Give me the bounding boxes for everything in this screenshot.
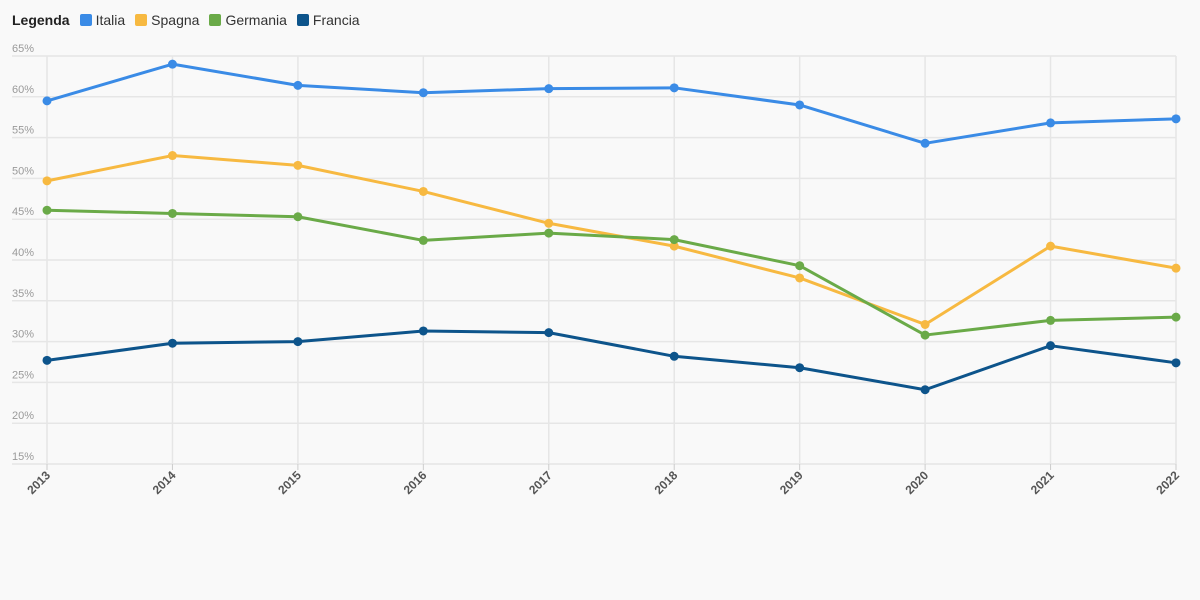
data-point-italia[interactable] (293, 80, 303, 90)
data-point-italia[interactable] (42, 96, 52, 106)
legend-swatch-spagna (135, 14, 148, 26)
data-point-francia[interactable] (167, 338, 177, 348)
data-point-italia[interactable] (669, 83, 679, 93)
data-point-francia[interactable] (669, 351, 679, 361)
x-axis: 2013 2014 2015 2016 2017 2018 2019 2020 2021 2022 (24, 464, 1182, 497)
data-point-germania[interactable] (418, 235, 428, 245)
data-point-spagna[interactable] (795, 273, 805, 283)
data-point-francia[interactable] (1171, 358, 1181, 368)
data-point-spagna[interactable] (418, 186, 428, 196)
series-francia (42, 326, 1181, 395)
y-tick-label: 60% (12, 84, 34, 96)
y-tick-label: 30% (12, 329, 34, 341)
y-axis: 15% 20% 25% 30% 35% 40% 45% 50% 55% 60% 65% (12, 43, 34, 463)
y-tick-label: 55% (12, 125, 34, 137)
legend-label-italia: Italia (95, 12, 126, 28)
y-tick-label: 25% (12, 369, 34, 381)
data-point-spagna[interactable] (1171, 263, 1181, 273)
series-line-spagna (45, 154, 1178, 326)
x-tick-label: 2019 (777, 468, 806, 497)
legend: Legenda Italia Spagna Germania Francia (12, 12, 362, 28)
x-tick-label: 2017 (526, 468, 555, 497)
grid (12, 55, 1177, 465)
legend-item-spagna[interactable]: Spagna (135, 12, 199, 28)
x-tick-label: 2022 (1153, 468, 1182, 497)
data-point-germania[interactable] (1046, 315, 1056, 325)
series-italia (42, 59, 1181, 148)
data-point-italia[interactable] (1171, 114, 1181, 124)
legend-swatch-germania (209, 14, 222, 26)
legend-swatch-italia (79, 14, 92, 26)
x-tick-label: 2021 (1028, 468, 1057, 497)
data-point-francia[interactable] (418, 326, 428, 336)
y-tick-label: 40% (12, 247, 34, 259)
data-point-francia[interactable] (1046, 341, 1056, 351)
x-tick-label: 2015 (275, 468, 304, 497)
legend-item-francia[interactable]: Francia (296, 12, 360, 28)
legend-label-francia: Francia (312, 12, 360, 28)
data-point-francia[interactable] (795, 363, 805, 373)
data-point-italia[interactable] (167, 59, 177, 69)
x-tick-label: 2016 (401, 468, 430, 497)
legend-swatch-francia (296, 14, 309, 26)
y-tick-label: 35% (12, 288, 34, 300)
data-point-italia[interactable] (1046, 118, 1056, 128)
series-lines (42, 59, 1181, 395)
data-point-italia[interactable] (544, 84, 554, 94)
data-point-spagna[interactable] (167, 151, 177, 161)
data-point-germania[interactable] (1171, 312, 1181, 322)
data-point-francia[interactable] (42, 355, 52, 365)
y-tick-label: 65% (12, 43, 34, 55)
data-point-germania[interactable] (920, 330, 930, 340)
x-tick-label: 2020 (902, 468, 931, 497)
series-line-germania (45, 208, 1178, 337)
data-point-francia[interactable] (920, 385, 930, 395)
data-point-germania[interactable] (293, 212, 303, 222)
data-point-germania[interactable] (42, 205, 52, 215)
x-tick-label: 2014 (150, 468, 179, 497)
y-tick-label: 20% (12, 410, 34, 422)
data-point-spagna[interactable] (1046, 241, 1056, 251)
series-germania (42, 205, 1181, 340)
data-point-spagna[interactable] (42, 176, 52, 186)
data-point-italia[interactable] (795, 100, 805, 110)
y-tick-label: 45% (12, 206, 34, 218)
data-point-spagna[interactable] (544, 218, 554, 228)
data-point-italia[interactable] (920, 138, 930, 148)
series-line-italia (45, 62, 1178, 145)
series-line-francia (45, 329, 1178, 392)
data-point-italia[interactable] (418, 88, 428, 98)
data-point-germania[interactable] (795, 261, 805, 271)
y-tick-label: 15% (12, 451, 34, 463)
data-point-spagna[interactable] (669, 241, 679, 251)
x-tick-label: 2018 (652, 468, 681, 497)
data-point-spagna[interactable] (293, 160, 303, 170)
legend-label-spagna: Spagna (151, 12, 200, 28)
y-tick-label: 50% (12, 165, 34, 177)
data-point-germania[interactable] (544, 228, 554, 238)
data-point-germania[interactable] (167, 208, 177, 218)
x-tick-label: 2013 (24, 468, 53, 497)
data-point-germania[interactable] (669, 235, 679, 245)
legend-item-germania[interactable]: Germania (209, 12, 287, 28)
legend-label-germania: Germania (225, 12, 287, 28)
legend-title: Legenda (12, 12, 70, 28)
series-spagna (42, 151, 1181, 329)
data-point-francia[interactable] (544, 328, 554, 338)
data-point-francia[interactable] (293, 337, 303, 347)
data-point-spagna[interactable] (920, 319, 930, 329)
legend-item-italia[interactable]: Italia (79, 12, 126, 28)
